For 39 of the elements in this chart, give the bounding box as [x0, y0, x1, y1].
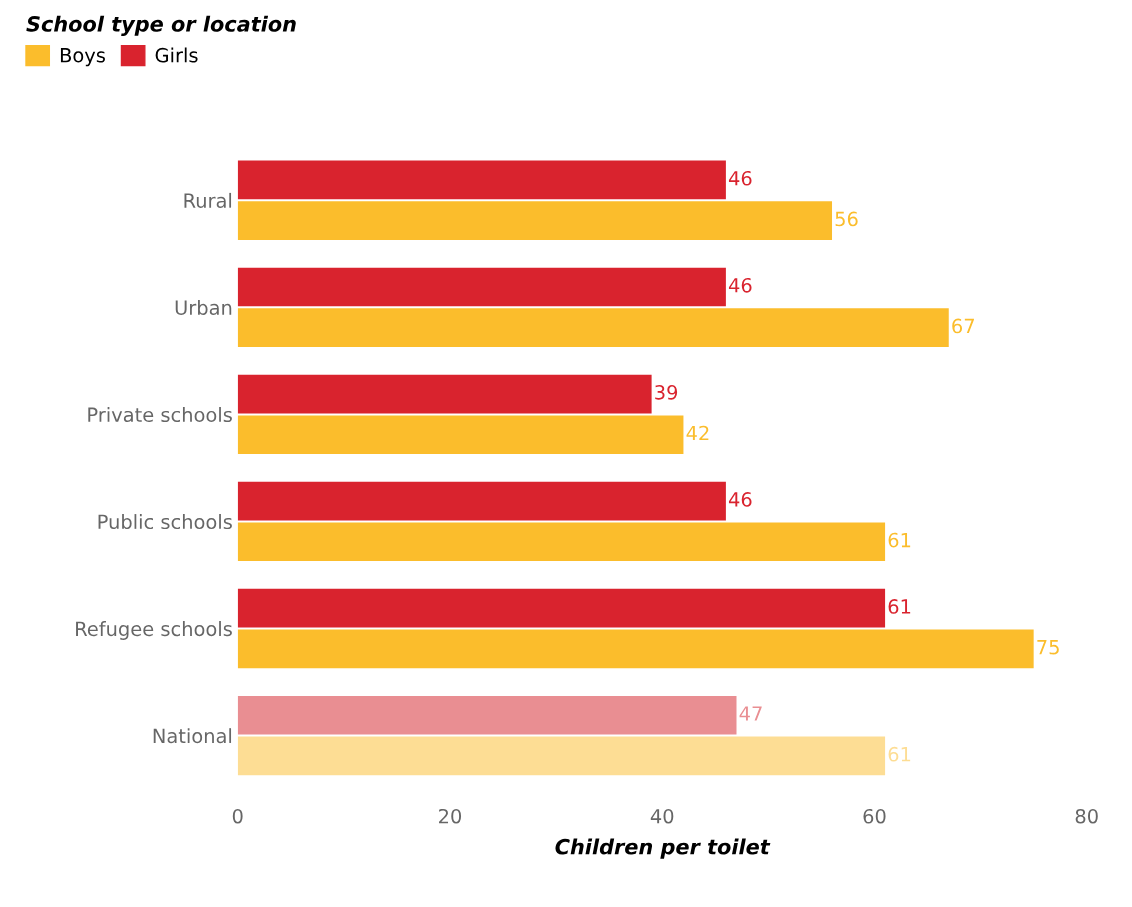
- y-tick-label: Refugee schools: [76, 621, 232, 640]
- legend-label: Boys: [60, 48, 105, 67]
- data-label: 61: [888, 532, 911, 548]
- data-label: 61: [888, 746, 911, 762]
- x-tick-label: 40: [650, 808, 674, 824]
- bar: [237, 481, 726, 521]
- data-label: 56: [835, 211, 858, 227]
- data-label: 47: [739, 706, 762, 721]
- data-label: 42: [686, 425, 709, 441]
- y-tick-label: Public schools: [98, 514, 232, 530]
- data-label: 46: [728, 170, 752, 186]
- bar: [237, 201, 833, 240]
- bar: [237, 160, 726, 200]
- y-tick-label: Urban: [175, 299, 232, 315]
- x-tick-label: 80: [1075, 808, 1098, 824]
- legend-label: Girls: [155, 47, 198, 63]
- bar: [237, 736, 886, 776]
- data-label: 75: [1037, 640, 1059, 655]
- x-tick-label: 20: [439, 808, 462, 824]
- bar: [237, 415, 684, 455]
- x-tick-label: 0: [232, 808, 243, 824]
- y-tick-label: Private schools: [88, 407, 232, 423]
- bar: [237, 267, 726, 307]
- y-tick-label: National: [153, 728, 232, 744]
- legend-title: School type or location: [26, 15, 296, 37]
- data-label: 67: [952, 318, 974, 334]
- y-tick-label: Rural: [184, 192, 232, 208]
- bar: [237, 695, 737, 735]
- data-label: 39: [655, 384, 678, 400]
- bar: [237, 522, 886, 562]
- data-label: 46: [728, 492, 752, 507]
- data-label: 61: [888, 599, 911, 614]
- bar: [237, 629, 1034, 669]
- data-label: 46: [728, 277, 752, 293]
- x-tick-label: 60: [863, 808, 886, 824]
- bar: [237, 374, 652, 414]
- x-axis-title: Children per toilet: [555, 838, 771, 859]
- bar: [237, 308, 949, 347]
- bar: [237, 588, 886, 628]
